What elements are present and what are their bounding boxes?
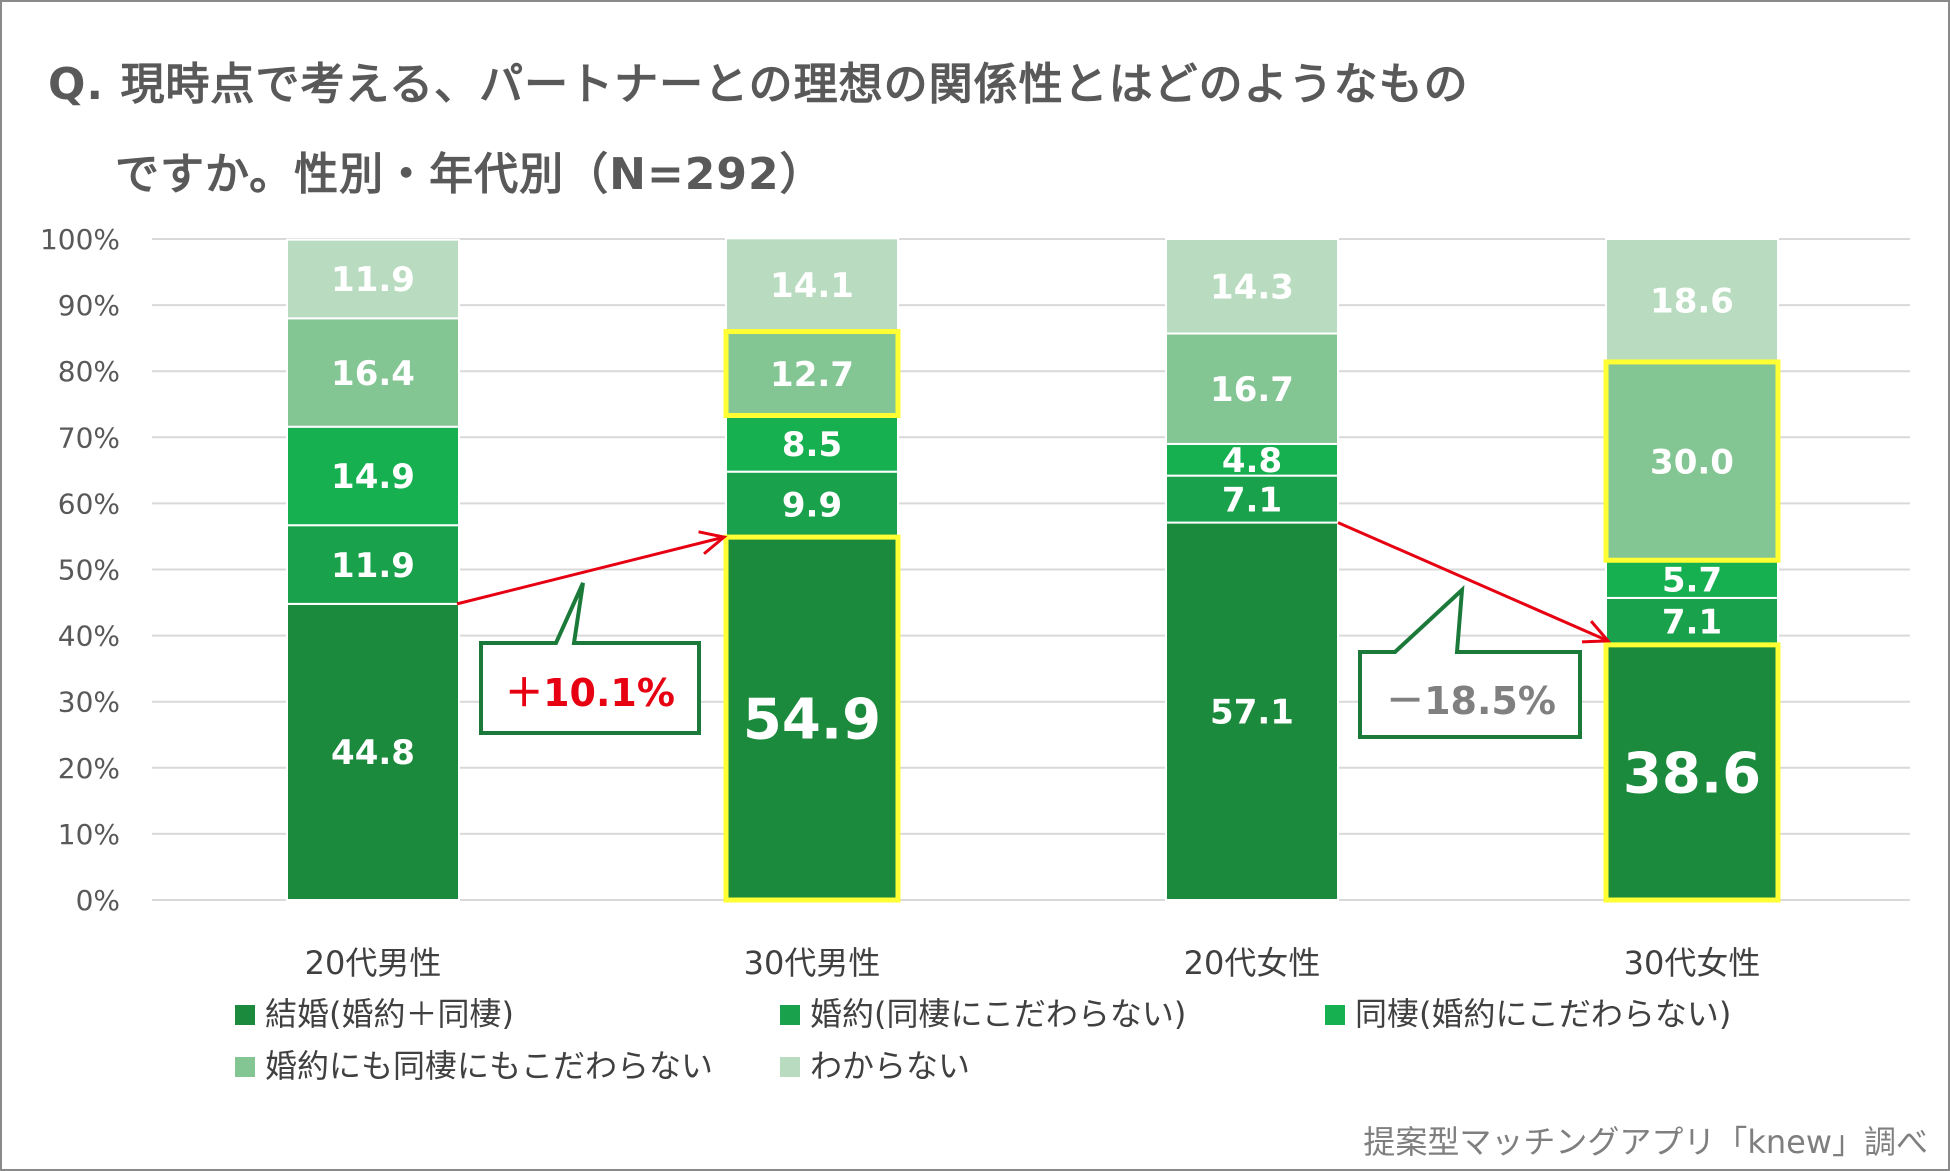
y-tick-label: 90% xyxy=(58,289,120,322)
bar-segment xyxy=(1605,559,1779,599)
data-label: 5.7 xyxy=(1662,560,1722,600)
data-label: 4.8 xyxy=(1222,441,1282,481)
y-tick-label: 30% xyxy=(58,686,120,719)
x-category-label: 20代女性 xyxy=(1184,944,1321,982)
bar-segment xyxy=(1165,474,1339,524)
bar-segment xyxy=(725,237,899,333)
decrease-annotation-label: －18.5% xyxy=(1386,679,1556,723)
data-label: 16.4 xyxy=(331,354,415,394)
y-tick-label: 20% xyxy=(58,752,120,785)
data-label: 14.9 xyxy=(331,457,415,497)
bar-segment xyxy=(1165,521,1339,901)
y-tick-label: 60% xyxy=(58,487,120,520)
increase-annotation-label: ＋10.1% xyxy=(505,671,675,715)
bar-segment xyxy=(286,602,460,901)
legend-swatch xyxy=(780,1005,800,1025)
data-label: 7.1 xyxy=(1222,480,1282,520)
x-category-label: 30代男性 xyxy=(744,944,881,982)
data-label: 14.3 xyxy=(1210,268,1294,308)
data-label: 18.6 xyxy=(1650,282,1734,322)
data-label: 44.8 xyxy=(331,733,415,773)
y-tick-label: 80% xyxy=(58,355,120,388)
highlight-outline xyxy=(723,329,901,418)
bar-segment xyxy=(1165,238,1339,335)
bar-segment xyxy=(286,425,460,527)
x-category-label: 20代男性 xyxy=(305,944,442,982)
increase-arrow-head xyxy=(698,530,728,555)
chart-title-line2: ですか。性別・年代別（N=292） xyxy=(115,149,825,200)
legend-label: わからない xyxy=(810,1047,970,1085)
data-label: 57.1 xyxy=(1210,693,1294,733)
decrease-arrow-head xyxy=(1581,620,1612,644)
y-tick-label: 100% xyxy=(40,223,120,256)
legend-swatch xyxy=(235,1057,255,1077)
bar-segment xyxy=(286,317,460,428)
source-note: 提案型マッチングアプリ「knew」調べ xyxy=(1363,1123,1928,1161)
data-label: 14.1 xyxy=(770,266,854,306)
data-label: 11.9 xyxy=(331,546,415,586)
bar-segment xyxy=(1605,238,1779,363)
data-label: 54.9 xyxy=(743,688,881,753)
y-tick-label: 10% xyxy=(58,818,120,851)
x-category-label: 30代女性 xyxy=(1624,944,1761,982)
chart-title-line1: Q. 現時点で考える、パートナーとの理想の関係性とはどのようなもの xyxy=(48,59,1469,110)
y-tick-label: 50% xyxy=(58,554,120,587)
data-label: 12.7 xyxy=(770,355,854,395)
data-label: 30.0 xyxy=(1650,442,1734,482)
bar-segment xyxy=(286,238,460,320)
y-tick-label: 40% xyxy=(58,620,120,653)
data-label: 16.7 xyxy=(1210,370,1294,410)
y-tick-label: 0% xyxy=(76,884,120,917)
highlight-outline xyxy=(1603,359,1781,563)
bar-segment xyxy=(725,470,899,539)
legend-label: 婚約(同棲にこだわらない) xyxy=(810,995,1186,1033)
data-label: 8.5 xyxy=(782,425,842,465)
bar-segment xyxy=(725,414,899,473)
increase-callout xyxy=(479,582,701,735)
legend-label: 同棲(婚約にこだわらない) xyxy=(1355,995,1731,1033)
legend-label: 結婚(婚約＋同棲) xyxy=(265,995,514,1033)
data-label: 11.9 xyxy=(331,260,415,300)
highlight-outline xyxy=(723,534,901,903)
legend-swatch xyxy=(1325,1005,1345,1025)
increase-arrow xyxy=(456,535,725,606)
bar-segment xyxy=(1605,643,1779,901)
bar-segment xyxy=(286,524,460,605)
data-label: 9.9 xyxy=(782,486,842,526)
decrease-callout xyxy=(1358,585,1582,739)
highlight-outline xyxy=(1603,642,1781,903)
legend-swatch xyxy=(780,1057,800,1077)
legend-swatch xyxy=(235,1005,255,1025)
decrease-arrow xyxy=(1337,521,1609,643)
data-label: 38.6 xyxy=(1623,742,1761,807)
data-label: 7.1 xyxy=(1662,603,1722,643)
bar-segment xyxy=(1165,332,1339,445)
legend-label: 婚約にも同棲にもこだわらない xyxy=(265,1047,713,1085)
y-tick-label: 70% xyxy=(58,421,120,454)
